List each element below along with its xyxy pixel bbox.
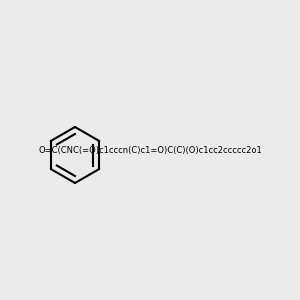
Text: O=C(CNC(=O)c1cccn(C)c1=O)C(C)(O)c1cc2ccccc2o1: O=C(CNC(=O)c1cccn(C)c1=O)C(C)(O)c1cc2ccc…	[38, 146, 262, 154]
